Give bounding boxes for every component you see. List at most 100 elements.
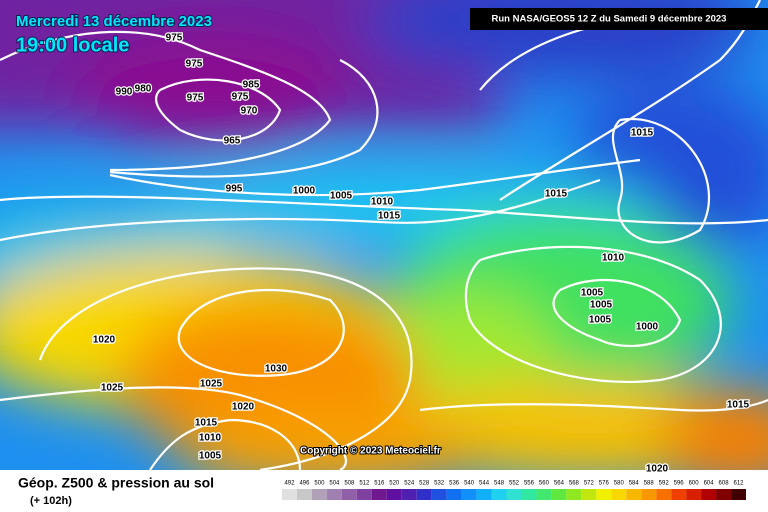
legend-swatch (491, 489, 507, 500)
lead-time: (+ 102h) (30, 495, 72, 507)
legend-swatch (371, 489, 387, 500)
legend-label: 608 (719, 481, 730, 487)
legend-label: 612 (734, 481, 745, 487)
isobar-label: 1010 (602, 253, 625, 264)
legend-label: 532 (434, 481, 445, 487)
legend-label: 504 (329, 481, 340, 487)
legend-swatch (611, 489, 627, 500)
forecast-time: 19:00 locale (16, 34, 129, 56)
legend-label: 524 (404, 481, 415, 487)
legend-swatch (596, 489, 612, 500)
legend-label: 592 (659, 481, 670, 487)
legend-swatch (461, 489, 477, 500)
legend-label: 564 (554, 481, 565, 487)
legend-label: 580 (614, 481, 625, 487)
product-title: Géop. Z500 & pression au sol (18, 475, 214, 491)
legend-label: 584 (629, 481, 640, 487)
legend-label: 536 (449, 481, 460, 487)
legend-swatch (551, 489, 567, 500)
legend-label: 572 (584, 481, 595, 487)
legend-swatch (506, 489, 522, 500)
isobar-label: 975 (232, 92, 249, 103)
legend-swatch (311, 489, 327, 500)
isobar-label: 1030 (265, 364, 288, 375)
isobar-label: 1020 (93, 335, 116, 346)
isobar-label: 1015 (195, 418, 218, 429)
legend-label: 528 (419, 481, 430, 487)
legend-label: 500 (314, 481, 325, 487)
legend-swatch (626, 489, 642, 500)
legend-label: 556 (524, 481, 535, 487)
legend-swatch (296, 489, 312, 500)
legend-swatch (341, 489, 357, 500)
legend-swatch (536, 489, 552, 500)
legend-swatch (431, 489, 447, 500)
isobar-label: 1010 (199, 433, 222, 444)
isobar-label: 1005 (199, 451, 222, 462)
isobar-label: 1000 (636, 322, 659, 333)
isobar-label: 1015 (545, 189, 568, 200)
legend-label: 596 (674, 481, 685, 487)
legend-swatch (656, 489, 672, 500)
legend-label: 604 (704, 481, 715, 487)
legend-swatch (701, 489, 717, 500)
isobar-label: 975 (186, 59, 203, 70)
legend-label: 516 (374, 481, 385, 487)
isobar-label: 1020 (646, 464, 669, 475)
legend-swatch (686, 489, 702, 500)
isobar-label: 1015 (727, 400, 750, 411)
legend-label: 576 (599, 481, 610, 487)
legend-swatch (671, 489, 687, 500)
geopotential-field (0, 0, 768, 470)
isobar-label: 970 (241, 106, 258, 117)
forecast-date: Mercredi 13 décembre 2023 (16, 13, 212, 30)
isobar-label: 1005 (330, 191, 353, 202)
isobar-label: 1005 (590, 300, 613, 311)
color-legend: 492 496 500 504 508 512 516 520 524 528 532 536 540 5… (282, 481, 746, 500)
isobar-label: 975 (166, 33, 183, 44)
legend-swatch (731, 489, 746, 500)
isobar-label: 1025 (101, 383, 124, 394)
legend-label: 568 (569, 481, 580, 487)
isobar-label: 1010 (371, 197, 394, 208)
isobar-label: 1015 (378, 211, 401, 222)
legend-label: 544 (479, 481, 490, 487)
isobar-label: 1025 (200, 379, 223, 390)
legend-label: 560 (539, 481, 550, 487)
legend-label: 552 (509, 481, 520, 487)
legend-swatch (566, 489, 582, 500)
isobar-label: 985 (243, 80, 260, 91)
isobar-label: 1005 (581, 288, 604, 299)
isobar-label: 990 (116, 87, 133, 98)
run-banner (470, 8, 768, 30)
legend-label: 492 (284, 481, 295, 487)
isobar-label: 975 (187, 93, 204, 104)
isobar-label: 1020 (232, 402, 255, 413)
isobar-label: 1015 (631, 128, 654, 139)
legend-swatch (641, 489, 657, 500)
isobar-label: 1000 (293, 186, 316, 197)
legend-swatch (326, 489, 342, 500)
legend-swatch (521, 489, 537, 500)
legend-swatch (282, 489, 297, 500)
isobar-label: 980 (135, 84, 152, 95)
run-info: Run NASA/GEOS5 12 Z du Samedi 9 décembre… (492, 14, 727, 25)
legend-swatch (581, 489, 597, 500)
legend-swatch (401, 489, 417, 500)
legend-label: 540 (464, 481, 475, 487)
legend-swatch (446, 489, 462, 500)
isobar-label: 995 (226, 184, 243, 195)
copyright: Copyright © 2023 Meteociel.fr (300, 446, 441, 457)
legend-label: 520 (389, 481, 400, 487)
legend-swatch (356, 489, 372, 500)
legend-swatch (416, 489, 432, 500)
legend-label: 600 (689, 481, 700, 487)
legend-label: 588 (644, 481, 655, 487)
legend-label: 548 (494, 481, 505, 487)
isobar-label: 965 (224, 136, 241, 147)
legend-label: 508 (344, 481, 355, 487)
legend-swatch (716, 489, 732, 500)
